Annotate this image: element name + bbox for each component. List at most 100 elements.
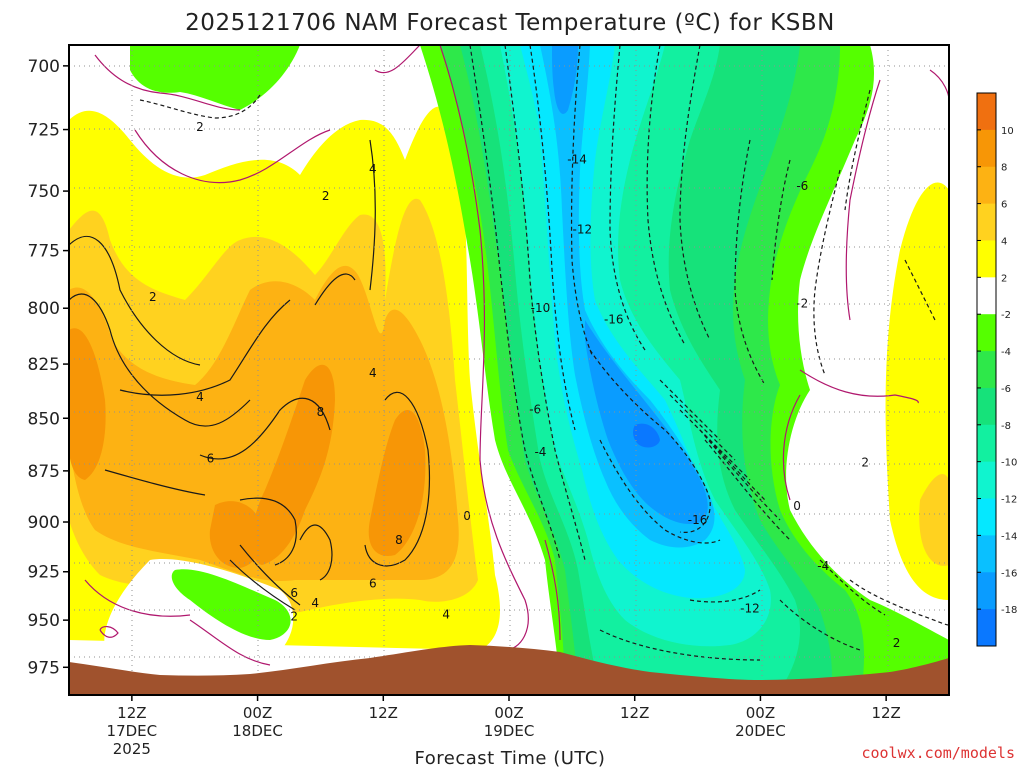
contour-fill-8-10-c [368, 410, 426, 556]
contour-label: -10 [531, 301, 551, 315]
contour-label: -16 [604, 313, 624, 327]
contour-label: -12 [740, 602, 760, 616]
colorbar-tick-label: 6 [1001, 200, 1007, 211]
contour-label: -2 [796, 297, 808, 311]
contour-fill-6-8 [69, 265, 459, 581]
colorbar-bin [977, 351, 996, 389]
contour-fill-minus16-minus18 [585, 320, 708, 525]
contour-label: 6 [207, 451, 215, 465]
contour-label: 8 [395, 533, 403, 547]
contour-line-warm [69, 139, 431, 611]
contour-label: 2 [322, 189, 330, 203]
colorbar: 10 8 6 4 2 -2 -4 -6 -8 -10 -12 -14 -16 -18 [976, 92, 1017, 647]
colorbar-bin [977, 461, 996, 500]
x-tick-label: 12Z [871, 704, 900, 722]
contour-label: 4 [311, 596, 319, 610]
contour-label: -6 [796, 179, 808, 193]
contour-label: -4 [817, 559, 829, 573]
x-tick-label: 00Z [243, 704, 272, 722]
y-tick-label: 725 [28, 121, 60, 141]
filled-contours [69, 45, 949, 695]
plot-area: 242246848664240-14-12-10-16-6-4-16-12-8-… [69, 45, 949, 695]
colorbar-tick-label: 4 [1001, 236, 1007, 247]
colorbar-tick-label: 10 [1001, 126, 1014, 137]
colorbar-bin [977, 498, 996, 536]
colorbar-tick-label: -14 [1001, 531, 1017, 542]
colorbar-frame [976, 92, 997, 647]
colorbar-bin [977, 240, 996, 278]
chart-title: 2025121706 NAM Forecast Temperature (ºC)… [185, 10, 835, 36]
contour-label: -12 [573, 222, 593, 236]
y-tick-label: 750 [28, 182, 60, 202]
contour-label: 6 [369, 576, 377, 590]
y-tick-label: 700 [28, 57, 60, 77]
x-tick-label: 00Z [746, 704, 775, 722]
colorbar-tick-label: -18 [1001, 605, 1017, 616]
colorbar-tick-label: -12 [1001, 495, 1017, 506]
x-tick-label: 20DEC [735, 722, 786, 740]
colorbar-tick-label: 2 [1001, 273, 1007, 284]
colorbar-tick-label: -2 [1001, 310, 1011, 321]
colorbar-tick-label: -6 [1001, 384, 1011, 395]
y-tick-label: 875 [28, 462, 60, 482]
contour-fill-minus2-top-left [130, 45, 300, 110]
colorbar-bin [977, 387, 996, 426]
contour-label: 4 [442, 607, 450, 621]
contour-fill-8-10 [69, 328, 106, 480]
contour-line-cold [469, 45, 936, 691]
contour-label-layer: 242246848664240-14-12-10-16-6-4-16-12-8-… [149, 120, 901, 695]
terrain-ground [69, 645, 949, 695]
x-tick-label: 17DEC [107, 722, 158, 740]
colorbar-bin [977, 129, 996, 168]
y-tick-label: 975 [28, 658, 60, 678]
contour-label: 0 [463, 509, 471, 523]
colorbar-tick-label: -8 [1001, 421, 1011, 432]
contour-label: -4 [534, 445, 546, 459]
contour-label: 2 [861, 456, 869, 470]
contour-line-cold-2 [139, 89, 949, 626]
colorbar-bin [977, 314, 996, 352]
contour-label: 4 [196, 390, 204, 404]
contour-fill-minus2-pocket [171, 569, 291, 640]
contour-label: 6 [290, 586, 298, 600]
contour-label: 4 [369, 366, 377, 380]
y-tick-label: 775 [28, 242, 60, 262]
x-tick-label: 19DEC [484, 722, 535, 740]
colorbar-bin [977, 166, 996, 205]
contour-label: 2 [893, 636, 901, 650]
contour-label: 2 [290, 609, 298, 623]
contour-label: 4 [369, 162, 377, 176]
colorbar-bin [977, 572, 996, 610]
colorbar-bin [977, 424, 996, 463]
colorbar-tick-label: -16 [1001, 568, 1017, 579]
y-tick-label: 925 [28, 563, 60, 583]
colorbar-bin [977, 609, 996, 647]
colorbar-tick-label: -4 [1001, 347, 1011, 358]
colorbar-bin [977, 93, 996, 131]
contour-label: -6 [529, 403, 541, 417]
x-tick-label: 12Z [369, 704, 398, 722]
y-tick-label: 950 [28, 611, 60, 631]
contour-label: 8 [317, 405, 325, 419]
contour-fill-8-10-d [209, 501, 263, 568]
contour-label: -16 [688, 513, 708, 527]
contour-lines [69, 45, 949, 691]
contour-fill-4-6-right [919, 474, 949, 566]
y-tick-label: 825 [28, 355, 60, 375]
contour-fill-minus18-minus20 [633, 423, 660, 448]
x-axis-title: Forecast Time (UTC) [415, 748, 606, 768]
colorbar-tick-label: -10 [1001, 458, 1017, 469]
colorbar-bin [977, 277, 996, 315]
y-tick-label: 900 [28, 513, 60, 533]
contour-label: 2 [149, 290, 157, 304]
colorbar-bin [977, 535, 996, 573]
y-tick-label: 800 [28, 299, 60, 319]
watermark: coolwx.com/models [861, 744, 1015, 762]
x-tick-label: 2025 [113, 740, 151, 758]
contour-label: 2 [196, 120, 204, 134]
x-tick-label: 12Z [117, 704, 146, 722]
y-axis: 700 725 750 775 800 825 850 875 900 925 950 975 [28, 57, 69, 678]
colorbar-bin [977, 203, 996, 241]
contour-label: 0 [793, 499, 801, 513]
